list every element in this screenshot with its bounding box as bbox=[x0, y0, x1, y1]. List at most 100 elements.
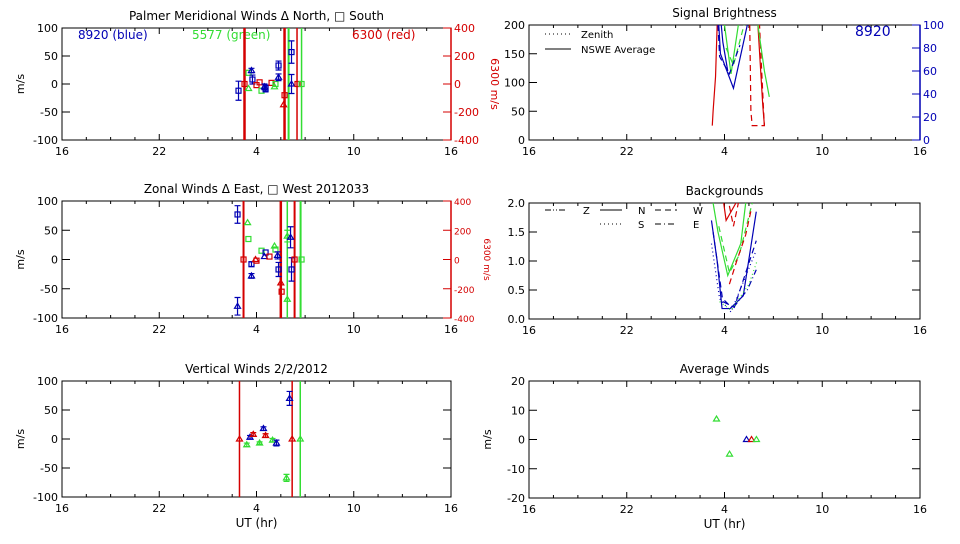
series-line-red bbox=[711, 24, 718, 126]
panel-1: Palmer Meridional Winds Δ North, □ South… bbox=[14, 9, 501, 158]
right-y-tick-label: 200 bbox=[454, 50, 475, 63]
y-tick-label: 200 bbox=[504, 19, 525, 32]
error-bar bbox=[234, 205, 241, 224]
x-tick-label: 4 bbox=[253, 323, 260, 336]
right-y-tick-label: -200 bbox=[454, 106, 479, 119]
data-point-square bbox=[266, 253, 273, 260]
x-tick-label: 4 bbox=[721, 145, 728, 158]
x-tick-label: 4 bbox=[721, 324, 728, 337]
x-tick-label: 16 bbox=[522, 503, 536, 516]
data-point-square bbox=[262, 85, 269, 92]
data-point-triangle bbox=[259, 424, 268, 432]
y-tick-label: 2.0 bbox=[508, 197, 526, 210]
legend-label: S bbox=[638, 220, 644, 231]
data-point-triangle bbox=[285, 394, 294, 401]
annotation-blue: 8920 bbox=[855, 24, 891, 40]
data-point-triangle bbox=[283, 295, 292, 302]
right-y-tick-label: -400 bbox=[454, 315, 475, 325]
y-tick-label: 50 bbox=[44, 404, 58, 417]
error-bar bbox=[288, 40, 295, 64]
data-point-triangle bbox=[286, 233, 295, 240]
data-point-square bbox=[262, 249, 269, 256]
legend-label: W bbox=[693, 206, 703, 217]
legend-label: NSWE Average bbox=[581, 45, 655, 56]
x-tick-label: 22 bbox=[152, 323, 166, 336]
y-tick-label: 50 bbox=[511, 105, 525, 118]
y-tick-label: 20 bbox=[511, 375, 525, 388]
legend-label: E bbox=[693, 220, 699, 231]
panel-title: Palmer Meridional Winds Δ North, □ South bbox=[129, 9, 384, 23]
data-point-triangle bbox=[242, 440, 251, 448]
data-point-square bbox=[258, 247, 265, 254]
right-axis-label: 6300 m/s bbox=[481, 238, 491, 281]
series-line-green bbox=[712, 202, 747, 278]
x-tick-label: 22 bbox=[620, 503, 634, 516]
y-tick-label: 1.0 bbox=[508, 255, 526, 268]
legend-label: Z bbox=[583, 206, 590, 217]
x-tick-label: 16 bbox=[55, 323, 69, 336]
data-point-triangle bbox=[272, 438, 281, 446]
x-tick-label: 22 bbox=[152, 502, 166, 515]
right-y-tick-label: 80 bbox=[923, 42, 937, 55]
data-point-square bbox=[281, 92, 288, 99]
data-point-triangle bbox=[287, 79, 296, 87]
y-axis-label: m/s bbox=[481, 429, 494, 449]
data-point-square bbox=[291, 256, 298, 263]
data-point-triangle bbox=[296, 434, 305, 442]
data-point-triangle bbox=[712, 414, 721, 422]
y-tick-label: 150 bbox=[504, 48, 525, 61]
right-y-tick-label: 0 bbox=[454, 78, 461, 91]
data-point-triangle bbox=[282, 473, 291, 481]
y-tick-label: 10 bbox=[511, 404, 525, 417]
x-tick-label: 22 bbox=[152, 145, 166, 158]
right-y-tick-label: 60 bbox=[923, 65, 937, 78]
data-point-triangle bbox=[233, 302, 242, 309]
y-tick-label: -50 bbox=[40, 283, 58, 296]
legend-label: N bbox=[638, 206, 645, 217]
data-point-triangle bbox=[261, 431, 270, 439]
series-line-red bbox=[728, 208, 752, 285]
plot-frame bbox=[61, 380, 452, 498]
right-axis-label: 6300 m/s bbox=[488, 58, 501, 110]
panel-3: Vertical Winds 2/2/2012 16 22 4 10 16 100 50 0 -5… bbox=[14, 362, 458, 530]
y-tick-label: 0 bbox=[51, 78, 58, 91]
data-point-triangle bbox=[260, 252, 269, 260]
x-tick-label: 16 bbox=[913, 324, 927, 337]
right-y-tick-label: 0 bbox=[454, 257, 460, 267]
annotation-green: 5577 (green) bbox=[192, 28, 270, 42]
y-tick-label: 0 bbox=[51, 254, 58, 267]
data-point-square bbox=[256, 79, 263, 86]
y-tick-label: -50 bbox=[40, 462, 58, 475]
error-bar bbox=[234, 296, 241, 316]
series-line-blue bbox=[712, 231, 757, 309]
y-tick-label: 100 bbox=[504, 77, 525, 90]
series-line-red bbox=[749, 24, 766, 127]
panel-6: Average Winds 16 22 4 10 16 20 10 0 -10 -20 m/s UT (… bbox=[481, 362, 927, 531]
right-y-tick-label: 20 bbox=[923, 111, 937, 124]
data-point-triangle bbox=[273, 251, 282, 259]
x-axis-label: UT (hr) bbox=[704, 517, 746, 531]
series-line-blue bbox=[720, 24, 729, 72]
data-point-square bbox=[245, 235, 252, 243]
y-tick-label: 50 bbox=[44, 224, 58, 237]
x-tick-label: 16 bbox=[522, 145, 536, 158]
x-tick-label: 4 bbox=[253, 145, 260, 158]
x-tick-label: 22 bbox=[620, 145, 634, 158]
legend-label: Zenith bbox=[581, 30, 613, 41]
data-point-triangle bbox=[247, 271, 256, 279]
data-point-square bbox=[275, 266, 282, 273]
series-line-blue bbox=[718, 24, 748, 91]
y-tick-label: 0 bbox=[51, 433, 58, 446]
plot-frame bbox=[528, 24, 921, 141]
data-point-triangle bbox=[235, 434, 244, 442]
series-line-green bbox=[723, 24, 739, 74]
panel-title: Average Winds bbox=[680, 362, 770, 376]
data-point-triangle bbox=[288, 434, 297, 442]
error-bar bbox=[286, 390, 293, 406]
y-tick-label: 50 bbox=[44, 50, 58, 63]
y-tick-label: 0.5 bbox=[508, 284, 526, 297]
data-point-square bbox=[278, 288, 285, 295]
error-bar bbox=[235, 80, 242, 101]
